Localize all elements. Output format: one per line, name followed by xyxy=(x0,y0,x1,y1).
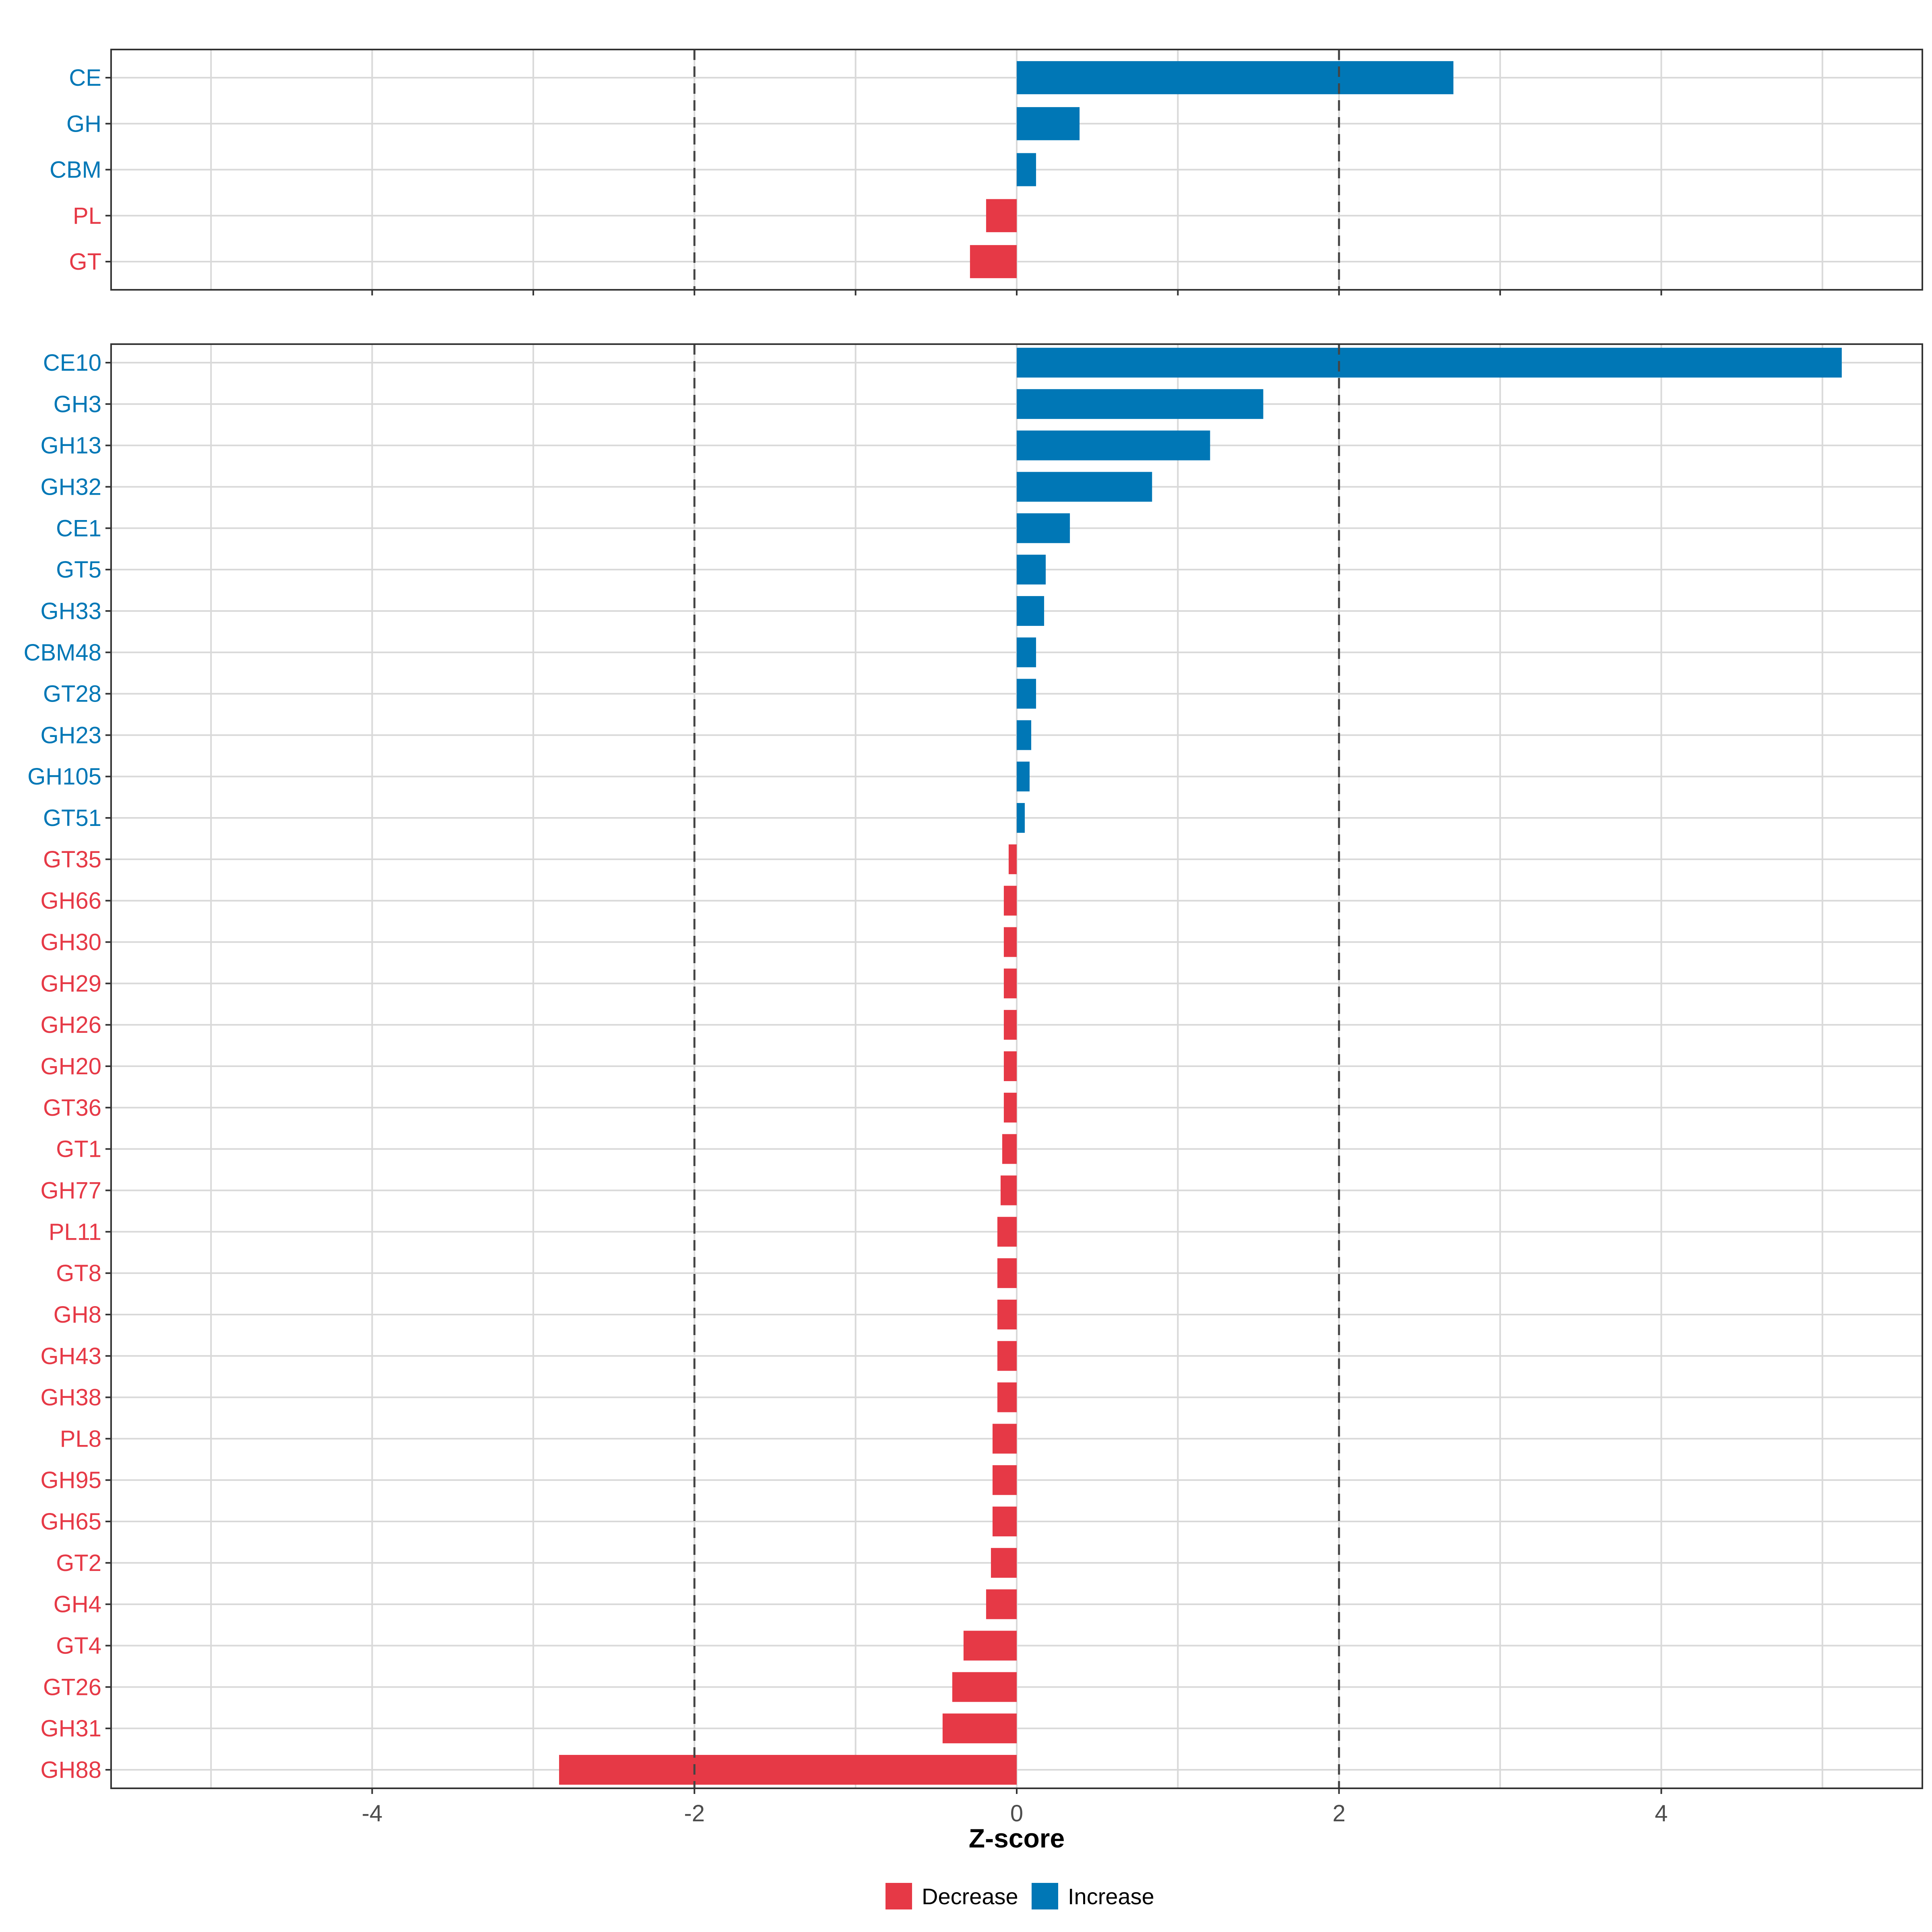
category-label-gh13: GH13 xyxy=(40,433,101,459)
x-tick-label: 0 xyxy=(1010,1800,1023,1827)
category-label-gh77: GH77 xyxy=(40,1177,101,1203)
legend-label-decrease: Decrease xyxy=(922,1884,1018,1909)
bar-gt51 xyxy=(1017,803,1025,833)
category-label-gt8: GT8 xyxy=(56,1260,101,1286)
bar-gh8 xyxy=(997,1299,1017,1329)
bar-gh4 xyxy=(986,1589,1017,1619)
category-label-gh29: GH29 xyxy=(40,970,101,997)
category-label-gh26: GH26 xyxy=(40,1012,101,1038)
bar-pl11 xyxy=(997,1217,1017,1247)
category-label-gh105: GH105 xyxy=(27,764,101,790)
bar-gh32 xyxy=(1017,472,1152,502)
x-tick-label: 4 xyxy=(1655,1800,1668,1827)
category-label-gh8: GH8 xyxy=(54,1302,101,1328)
legend-swatch-increase xyxy=(1032,1883,1058,1909)
bar-gt2 xyxy=(991,1548,1017,1578)
category-label-gh: GH xyxy=(66,111,101,137)
bar-gt8 xyxy=(997,1258,1017,1288)
bar-gh43 xyxy=(997,1341,1017,1371)
category-label-pl: PL xyxy=(73,203,101,229)
bar-gh xyxy=(1017,107,1080,140)
bar-gt28 xyxy=(1017,679,1036,709)
category-label-gt51: GT51 xyxy=(43,805,101,831)
category-label-gh88: GH88 xyxy=(40,1757,101,1783)
category-label-gh32: GH32 xyxy=(40,474,101,500)
bar-gh29 xyxy=(1003,968,1017,999)
bar-gh3 xyxy=(1017,389,1263,419)
category-label-cbm48: CBM48 xyxy=(24,640,101,666)
category-label-gh20: GH20 xyxy=(40,1053,101,1080)
bar-gh66 xyxy=(1003,886,1017,916)
labels-layer: CE GH CBM PL GT CE10 GH3 GH13 GH32 CE1 GT5 GH33 CBM4… xyxy=(24,65,1668,1827)
bar-gh20 xyxy=(1003,1051,1017,1082)
bar-cbm48 xyxy=(1017,637,1036,667)
legend-swatch-decrease xyxy=(886,1883,912,1909)
x-tick-label: 2 xyxy=(1333,1800,1346,1827)
x-tick-label: -2 xyxy=(684,1800,705,1827)
category-label-ce: CE xyxy=(69,65,101,91)
category-label-gt26: GT26 xyxy=(43,1674,101,1700)
bar-gh77 xyxy=(1000,1175,1017,1205)
category-label-pl8: PL8 xyxy=(60,1426,101,1452)
category-label-gh43: GH43 xyxy=(40,1343,101,1369)
bar-gh105 xyxy=(1017,762,1030,792)
bar-gt36 xyxy=(1003,1092,1017,1123)
category-label-gt4: GT4 xyxy=(56,1633,101,1659)
category-label-gt36: GT36 xyxy=(43,1095,101,1121)
bar-gh88 xyxy=(559,1754,1017,1785)
bar-gt35 xyxy=(1008,844,1017,874)
bar-gh95 xyxy=(992,1465,1017,1495)
legend: Decrease Increase xyxy=(886,1883,1154,1909)
category-label-ce10: CE10 xyxy=(43,350,101,376)
bar-gt1 xyxy=(1002,1134,1017,1164)
bar-ce xyxy=(1017,61,1453,95)
category-label-gt1: GT1 xyxy=(56,1136,101,1162)
bar-gt5 xyxy=(1017,555,1046,585)
category-label-gh30: GH30 xyxy=(40,929,101,956)
category-label-gt: GT xyxy=(69,249,101,275)
category-label-gt5: GT5 xyxy=(56,557,101,583)
category-label-gh95: GH95 xyxy=(40,1467,101,1493)
bar-gt xyxy=(970,245,1017,279)
category-label-gh33: GH33 xyxy=(40,598,101,624)
reference-lines-layer xyxy=(693,50,1340,1788)
legend-label-increase: Increase xyxy=(1068,1884,1154,1909)
bar-gh30 xyxy=(1003,927,1017,957)
category-label-gh31: GH31 xyxy=(40,1715,101,1742)
bar-cbm xyxy=(1017,153,1036,186)
bar-gh31 xyxy=(942,1713,1017,1744)
x-axis-title: Z-score xyxy=(969,1823,1065,1853)
bar-ce1 xyxy=(1017,513,1070,543)
category-label-gh3: GH3 xyxy=(54,391,101,417)
bar-pl xyxy=(986,199,1017,232)
category-label-gt35: GT35 xyxy=(43,846,101,873)
bar-gt26 xyxy=(952,1672,1017,1702)
bar-gh65 xyxy=(992,1507,1017,1537)
category-label-ce1: CE1 xyxy=(56,515,101,541)
bar-gh26 xyxy=(1003,1010,1017,1040)
category-label-gt28: GT28 xyxy=(43,681,101,707)
x-tick-label: -4 xyxy=(362,1800,383,1827)
category-label-gh65: GH65 xyxy=(40,1509,101,1535)
category-label-gh4: GH4 xyxy=(54,1591,101,1618)
bar-gt4 xyxy=(963,1631,1017,1661)
bar-gh23 xyxy=(1017,720,1032,750)
category-label-cbm: CBM xyxy=(50,157,101,183)
category-label-gh66: GH66 xyxy=(40,888,101,914)
category-label-pl11: PL11 xyxy=(49,1219,101,1245)
bar-gh38 xyxy=(997,1382,1017,1412)
bar-gh33 xyxy=(1017,596,1044,626)
category-label-gt2: GT2 xyxy=(56,1550,101,1576)
bar-ce10 xyxy=(1017,347,1842,378)
category-label-gh23: GH23 xyxy=(40,722,101,748)
bar-gh13 xyxy=(1017,430,1210,460)
category-label-gh38: GH38 xyxy=(40,1385,101,1411)
bar-pl8 xyxy=(992,1424,1017,1454)
bars-layer xyxy=(559,61,1842,1785)
